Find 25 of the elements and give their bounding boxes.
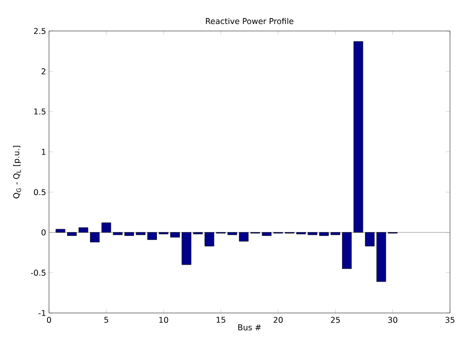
bar: [112, 232, 123, 236]
chart-title: Reactive Power Profile: [206, 18, 294, 24]
y-tick-label: 1: [42, 148, 46, 155]
x-tick-label: 25: [330, 316, 340, 323]
bar: [102, 222, 112, 233]
y-tick-label: 1.5: [34, 108, 46, 115]
y-tick-label: 2.5: [34, 28, 46, 34]
x-tick-label: 15: [216, 316, 226, 323]
bar: [376, 232, 386, 282]
y-tick-label: -1: [38, 310, 46, 316]
y-tick-label: -0.5: [30, 270, 46, 276]
x-tick-label: 10: [159, 316, 168, 323]
x-tick-label: 35: [446, 316, 454, 323]
x-tick-label: 30: [388, 316, 398, 323]
x-axis-title: Bus #: [238, 324, 261, 330]
y-axis-title: Q$_{G}$ - Q$_{L}$ [p.u.]: [13, 146, 21, 198]
x-tick-label: 5: [104, 316, 108, 323]
bar: [124, 232, 134, 236]
bar: [238, 232, 249, 242]
y-tick-label: 2: [42, 68, 46, 74]
bar: [365, 232, 375, 246]
x-tick-label: 20: [274, 316, 283, 323]
y-tick-label: 0.5: [34, 189, 46, 196]
x-tick-label: 0: [46, 316, 52, 323]
y-tick-label: 0: [42, 229, 46, 236]
